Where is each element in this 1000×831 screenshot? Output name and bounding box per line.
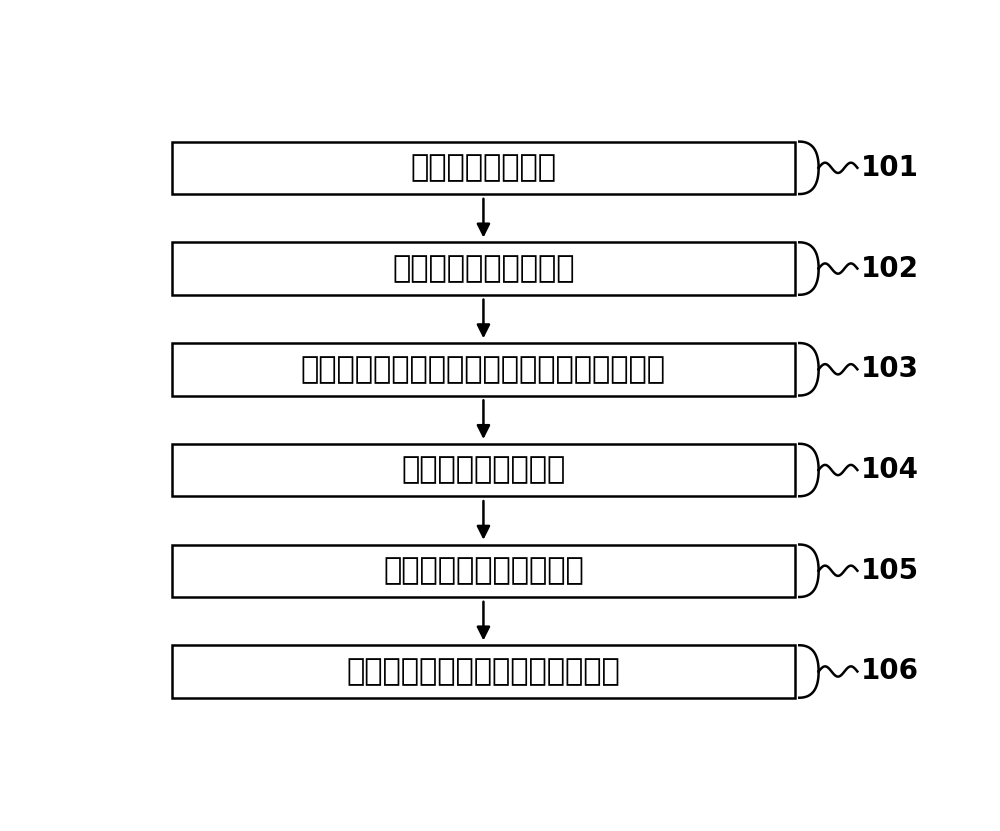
Text: 电极阵列的毛坡件的成型: 电极阵列的毛坡件的成型 [383, 556, 584, 585]
Bar [172, 141, 795, 194]
Text: 钓钒电极引导丝与钓电极触片焊接，形成电极: 钓钒电极引导丝与钓电极触片焊接，形成电极 [301, 355, 666, 384]
Text: 106: 106 [861, 657, 919, 686]
Bar [172, 544, 795, 597]
Bar [172, 444, 795, 496]
Bar [172, 243, 795, 295]
Bar [172, 645, 795, 698]
Text: 对毛坡件修边处理，形成电极阵列: 对毛坡件修边处理，形成电极阵列 [347, 657, 620, 686]
Text: 105: 105 [861, 557, 919, 585]
Bar [172, 343, 795, 396]
Text: 钓电极触片的成型: 钓电极触片的成型 [410, 154, 556, 182]
Text: 101: 101 [861, 154, 919, 182]
Text: 电极的表面镀绣缘层: 电极的表面镀绣缘层 [401, 455, 566, 484]
Text: 103: 103 [861, 356, 919, 383]
Text: 102: 102 [861, 254, 919, 283]
Text: 钓钒电极引导丝的成型: 钓钒电极引导丝的成型 [392, 254, 575, 283]
Text: 104: 104 [861, 456, 919, 484]
